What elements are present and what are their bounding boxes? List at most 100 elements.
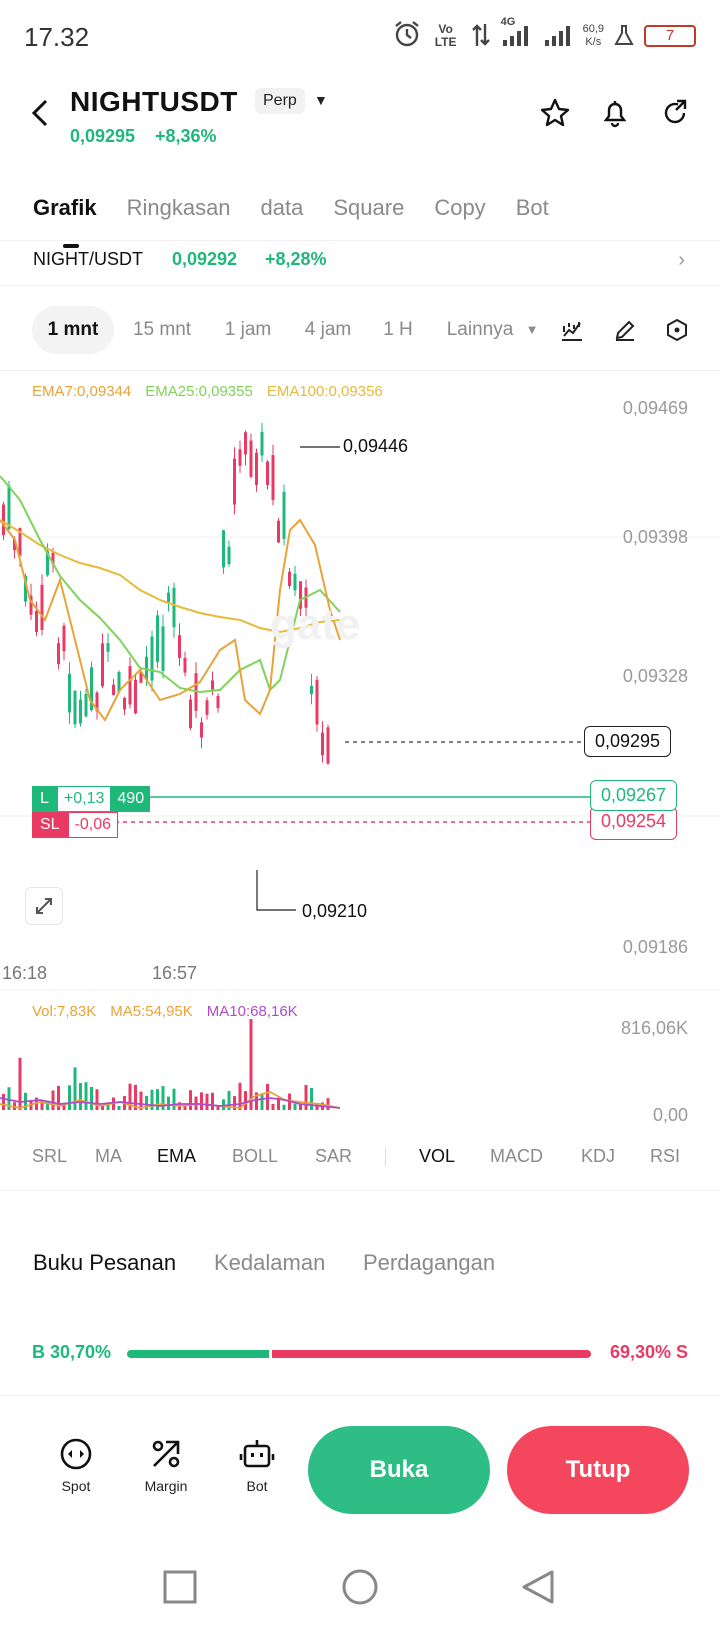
volume-bar: [227, 1090, 231, 1110]
time-axis-label: 16:57: [152, 963, 198, 983]
home-circle-icon[interactable]: [342, 1569, 378, 1605]
position-long-tag[interactable]: L +0,13 490: [32, 786, 151, 812]
candle-body: [326, 727, 330, 764]
candle-body: [90, 667, 93, 711]
flask-icon: [614, 24, 634, 49]
volume-bar: [84, 1082, 88, 1110]
pair-change: +8,28%: [265, 249, 327, 269]
low-price-label: 0,09210: [302, 901, 368, 921]
open-position-button[interactable]: Buka: [308, 1426, 490, 1514]
draw-pencil-icon[interactable]: [613, 318, 637, 347]
candle-body: [205, 700, 209, 715]
indicator-ema[interactable]: EMA: [157, 1146, 197, 1166]
sell-ratio-bar: [272, 1350, 591, 1358]
volume-bar: [167, 1096, 170, 1110]
buy-sell-ratio: B 30,70% 69,30% S: [0, 1338, 720, 1368]
volume-bar: [326, 1098, 330, 1110]
tab-depth[interactable]: Kedalaman: [214, 1250, 326, 1275]
tab-trades[interactable]: Perdagangan: [363, 1250, 496, 1275]
volume-bar: [106, 1102, 110, 1110]
tab-grafik[interactable]: Grafik: [33, 195, 97, 220]
ema100-line: [0, 519, 341, 634]
volume-bar: [260, 1093, 264, 1110]
indicator-settings-icon[interactable]: [560, 318, 584, 347]
indicator-ma[interactable]: MA: [95, 1146, 122, 1166]
tab-data[interactable]: data: [260, 195, 304, 220]
volume-bar: [282, 1104, 286, 1110]
interval-4h[interactable]: 4 jam: [304, 319, 352, 340]
symbol-title[interactable]: NIGHTUSDT: [70, 86, 238, 117]
volume-bar: [244, 1091, 247, 1110]
header-actions: [540, 98, 690, 133]
candle-body: [112, 684, 115, 695]
candle-body: [249, 440, 253, 477]
indicator-kdj[interactable]: KDJ: [581, 1146, 616, 1166]
robot-icon: [239, 1440, 275, 1468]
candle-body: [106, 643, 110, 652]
indicator-boll[interactable]: BOLL: [232, 1146, 279, 1166]
ema25-label: EMA25:0,09355: [145, 383, 253, 400]
close-position-button[interactable]: Tutup: [507, 1426, 689, 1514]
tab-copy[interactable]: Copy: [434, 195, 486, 220]
chart-settings-hexagon-icon[interactable]: [665, 318, 689, 347]
contract-type-badge[interactable]: Perp: [255, 88, 305, 114]
interval-1d[interactable]: 1 H: [383, 319, 413, 340]
indicator-macd[interactable]: MACD: [490, 1146, 543, 1166]
interval-1m[interactable]: 1 mnt: [32, 306, 114, 354]
system-nav-bar: [0, 1560, 720, 1620]
volume-bars: [2, 1018, 330, 1110]
stop-loss-price-box[interactable]: 0,09254: [590, 806, 678, 840]
volume-bar: [293, 1103, 297, 1110]
margin-button[interactable]: Margin: [131, 1436, 201, 1494]
interval-more[interactable]: Lainnya: [446, 319, 514, 340]
candle-body: [315, 679, 319, 725]
bell-icon[interactable]: [600, 98, 630, 133]
caret-down-icon[interactable]: ▼: [525, 322, 539, 337]
tab-order-book[interactable]: Buku Pesanan: [33, 1250, 177, 1275]
volume-bar: [79, 1083, 82, 1110]
caret-down-icon[interactable]: ▼: [314, 92, 328, 108]
share-icon[interactable]: [660, 98, 690, 133]
back-arrow-icon[interactable]: [30, 98, 50, 133]
volume-bar: [161, 1086, 165, 1110]
star-icon[interactable]: [540, 98, 570, 133]
candle-body: [183, 657, 187, 673]
tab-bot[interactable]: Bot: [515, 195, 549, 220]
expand-chart-button[interactable]: [25, 887, 63, 925]
candle-body: [29, 595, 33, 615]
bot-button[interactable]: Bot: [222, 1436, 292, 1494]
volume-bar: [134, 1084, 137, 1110]
recents-square-icon[interactable]: [163, 1570, 197, 1604]
pair-summary-row[interactable]: NIGHT/USDT 0,09292 +8,28% ›: [0, 240, 720, 286]
entry-price-box[interactable]: 0,09267: [590, 780, 678, 811]
volume-bar: [117, 1105, 121, 1110]
volume-bar: [57, 1085, 60, 1110]
position-pnl: +0,13: [56, 786, 112, 812]
volume-bar: [216, 1105, 220, 1110]
indicator-rsi[interactable]: RSI: [650, 1146, 681, 1166]
candle-body: [68, 673, 71, 713]
volume-bar: [7, 1087, 11, 1110]
sl-label: SL: [32, 812, 68, 838]
candle-body: [282, 491, 286, 539]
candle-body: [79, 699, 82, 724]
spot-button[interactable]: Spot: [41, 1436, 111, 1494]
vol-label: Vol:7,83K: [32, 1003, 97, 1020]
buy-ratio-label: B 30,70%: [32, 1342, 112, 1362]
back-triangle-icon[interactable]: [522, 1570, 554, 1604]
candle-body: [62, 625, 66, 652]
tab-ringkasan[interactable]: Ringkasan: [126, 195, 231, 220]
candle-body: [293, 573, 297, 591]
candle-body: [288, 571, 291, 587]
indicator-srl[interactable]: SRL: [32, 1146, 68, 1166]
indicator-sar[interactable]: SAR: [315, 1146, 353, 1166]
price-chart[interactable]: [0, 360, 720, 1120]
ema7-label: EMA7:0,09344: [32, 383, 132, 400]
interval-1h[interactable]: 1 jam: [224, 319, 272, 340]
volume-bar: [222, 1099, 225, 1110]
indicator-vol[interactable]: VOL: [419, 1146, 456, 1166]
interval-15m[interactable]: 15 mnt: [132, 319, 192, 340]
ema100-label: EMA100:0,09356: [266, 383, 383, 400]
tab-square[interactable]: Square: [333, 195, 405, 220]
stop-loss-tag[interactable]: SL -0,06: [32, 812, 119, 838]
